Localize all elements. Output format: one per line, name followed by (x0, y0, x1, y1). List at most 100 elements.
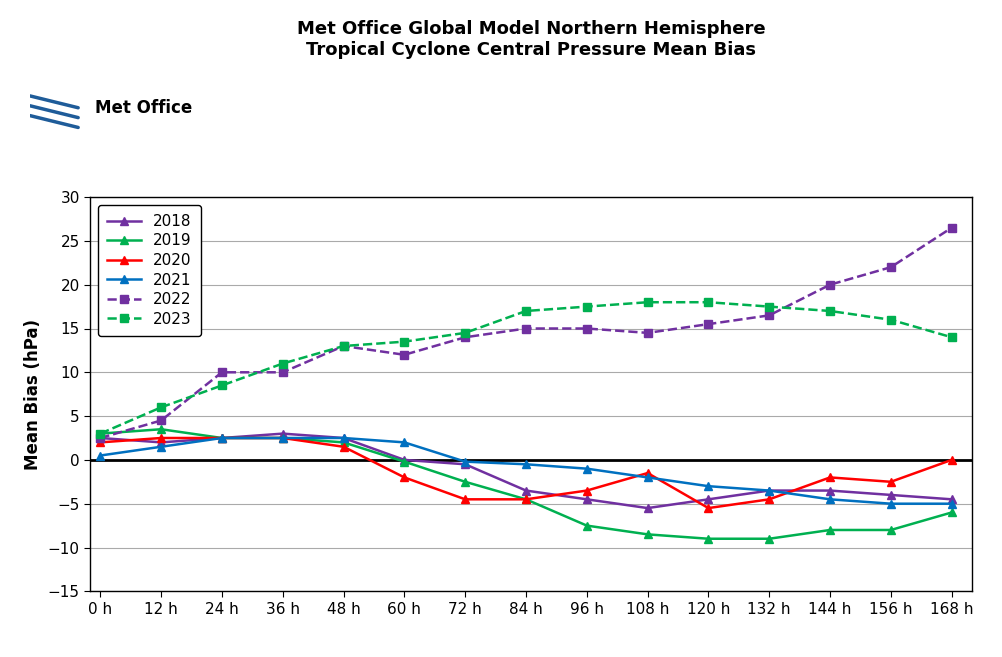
2023 (338, 342, 350, 350)
2019 (520, 495, 532, 503)
2023 (155, 403, 167, 411)
Text: Met Office Global Model Northern Hemisphere
Tropical Cyclone Central Pressure Me: Met Office Global Model Northern Hemisph… (297, 20, 766, 58)
2022 (885, 263, 897, 271)
Line: 2019: 2019 (96, 425, 956, 543)
2020 (459, 495, 471, 503)
2023 (702, 298, 714, 306)
2020 (399, 474, 411, 482)
2019 (215, 434, 227, 442)
2018 (155, 438, 167, 446)
2023 (277, 359, 289, 367)
2023 (641, 298, 653, 306)
2018 (520, 487, 532, 495)
2021 (946, 500, 958, 508)
2022 (702, 320, 714, 328)
2018 (885, 491, 897, 499)
2020 (702, 504, 714, 512)
2018 (581, 495, 593, 503)
2019 (946, 509, 958, 516)
2018 (459, 461, 471, 468)
2021 (581, 464, 593, 472)
2018 (277, 430, 289, 438)
2018 (702, 495, 714, 503)
Line: 2022: 2022 (96, 223, 956, 442)
2022 (581, 325, 593, 332)
2022 (459, 333, 471, 341)
2018 (338, 434, 350, 442)
2021 (764, 487, 776, 495)
2023 (581, 303, 593, 311)
2021 (702, 482, 714, 490)
2023 (824, 307, 836, 315)
2021 (824, 495, 836, 503)
2019 (702, 535, 714, 543)
2022 (338, 342, 350, 350)
2021 (885, 500, 897, 508)
Y-axis label: Mean Bias (hPa): Mean Bias (hPa) (24, 319, 42, 470)
2019 (338, 438, 350, 446)
2020 (764, 495, 776, 503)
2023 (215, 382, 227, 390)
2023 (764, 303, 776, 311)
2021 (94, 451, 106, 459)
2019 (824, 526, 836, 534)
2018 (764, 487, 776, 495)
2019 (459, 478, 471, 486)
2019 (94, 430, 106, 438)
2022 (277, 369, 289, 376)
2020 (338, 443, 350, 451)
2019 (399, 458, 411, 466)
2023 (520, 307, 532, 315)
2021 (338, 434, 350, 442)
2019 (581, 522, 593, 530)
2022 (155, 417, 167, 424)
Line: 2020: 2020 (96, 434, 956, 512)
2018 (641, 504, 653, 512)
2020 (824, 474, 836, 482)
2022 (399, 351, 411, 359)
Line: 2021: 2021 (96, 434, 956, 508)
2022 (641, 329, 653, 337)
2020 (215, 434, 227, 442)
2019 (764, 535, 776, 543)
2020 (94, 438, 106, 446)
Line: 2023: 2023 (96, 298, 956, 438)
2018 (399, 456, 411, 464)
2022 (520, 325, 532, 332)
2020 (155, 434, 167, 442)
2018 (94, 434, 106, 442)
Text: Met Office: Met Office (95, 99, 192, 118)
2022 (946, 224, 958, 232)
2019 (885, 526, 897, 534)
2022 (764, 311, 776, 319)
2021 (459, 458, 471, 466)
2023 (459, 329, 471, 337)
2021 (215, 434, 227, 442)
2022 (215, 369, 227, 376)
2023 (94, 430, 106, 438)
2018 (824, 487, 836, 495)
2018 (215, 434, 227, 442)
2018 (946, 495, 958, 503)
2021 (399, 438, 411, 446)
2021 (641, 474, 653, 482)
2020 (581, 487, 593, 495)
2019 (277, 434, 289, 442)
2021 (520, 461, 532, 468)
2021 (277, 434, 289, 442)
2020 (520, 495, 532, 503)
2023 (885, 316, 897, 324)
2020 (885, 478, 897, 486)
2020 (641, 469, 653, 477)
2023 (399, 338, 411, 346)
2019 (155, 425, 167, 433)
2022 (824, 281, 836, 288)
2021 (155, 443, 167, 451)
2020 (277, 434, 289, 442)
Line: 2018: 2018 (96, 430, 956, 512)
2023 (946, 333, 958, 341)
2022 (94, 434, 106, 442)
Legend: 2018, 2019, 2020, 2021, 2022, 2023: 2018, 2019, 2020, 2021, 2022, 2023 (98, 205, 200, 336)
2019 (641, 530, 653, 538)
2020 (946, 456, 958, 464)
